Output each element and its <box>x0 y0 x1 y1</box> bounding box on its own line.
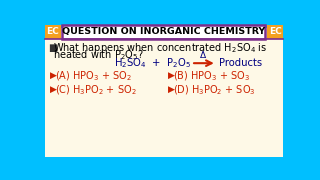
Bar <box>45 25 61 39</box>
Text: $\blacktriangleright$: $\blacktriangleright$ <box>48 85 58 95</box>
Text: (B) HPO$_3$ + SO$_3$: (B) HPO$_3$ + SO$_3$ <box>173 69 251 83</box>
Text: What happens when concentrated H$_2$SO$_4$ is: What happens when concentrated H$_2$SO$_… <box>53 41 267 55</box>
Text: (D) H$_3$PO$_2$ + SO$_3$: (D) H$_3$PO$_2$ + SO$_3$ <box>173 83 256 97</box>
Text: (C) H$_3$PO$_2$ + SO$_2$: (C) H$_3$PO$_2$ + SO$_2$ <box>55 83 137 97</box>
Text: Products: Products <box>219 58 262 68</box>
Text: EC: EC <box>269 27 282 36</box>
Text: EC: EC <box>46 27 59 36</box>
Text: $\blacktriangleright$: $\blacktriangleright$ <box>166 85 177 95</box>
Text: $\blacksquare$: $\blacksquare$ <box>48 42 58 54</box>
Text: H$_2$SO$_4$  +  P$_2$O$_5$: H$_2$SO$_4$ + P$_2$O$_5$ <box>114 56 191 70</box>
Text: $\blacktriangleright$: $\blacktriangleright$ <box>48 71 58 81</box>
Text: (A) HPO$_3$ + SO$_2$: (A) HPO$_3$ + SO$_2$ <box>55 69 132 83</box>
Text: heated with P$_2$O$_5$?: heated with P$_2$O$_5$? <box>53 48 144 62</box>
Text: QUESTION ON INORGANIC CHEMISTRY: QUESTION ON INORGANIC CHEMISTRY <box>62 27 265 36</box>
Text: $\Delta$: $\Delta$ <box>199 49 208 60</box>
Bar <box>62 25 265 39</box>
Bar <box>267 25 283 39</box>
Text: $\blacktriangleright$: $\blacktriangleright$ <box>166 71 177 81</box>
